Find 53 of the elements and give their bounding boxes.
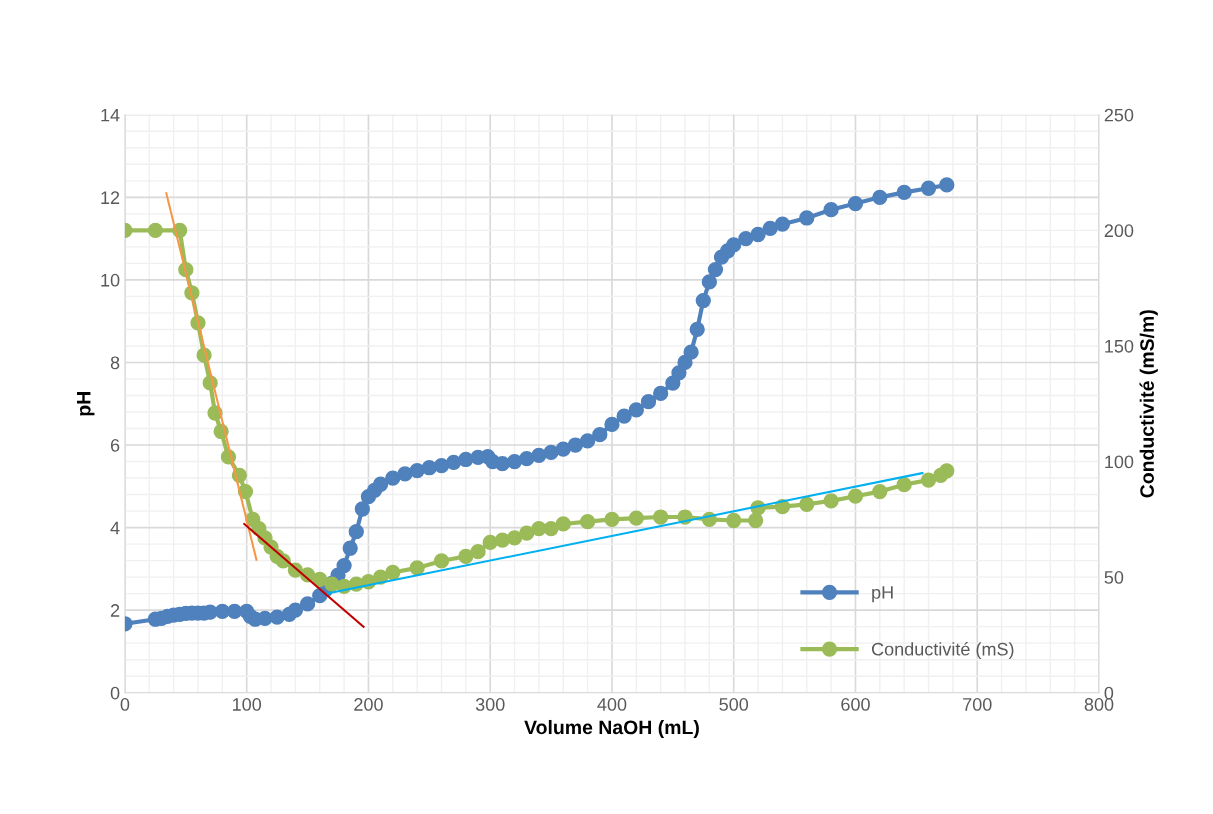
point (555, 516, 571, 532)
point (872, 483, 888, 500)
x-tick-label: 600 (841, 698, 870, 711)
point (604, 511, 620, 527)
point (506, 530, 523, 546)
x-tick-label: 300 (475, 698, 505, 711)
point (939, 463, 955, 479)
point (847, 488, 864, 504)
point (920, 472, 937, 488)
point (799, 496, 815, 512)
y2-tick-label: 100 (1105, 455, 1134, 469)
x-tick-label: 500 (719, 698, 749, 711)
y-axis-title: pH (77, 392, 95, 416)
legend-label: Conductivité (mS) (871, 642, 1014, 660)
x-tick-label: 400 (597, 698, 627, 711)
point (531, 520, 547, 537)
x-tick-label: 200 (354, 698, 383, 711)
point (433, 553, 450, 569)
point (579, 514, 596, 530)
point (653, 509, 669, 525)
point (747, 512, 764, 529)
y-tick-label: 14 (101, 108, 120, 122)
legend-label: pH (872, 586, 893, 603)
point (628, 510, 644, 526)
y2-tick-label: 150 (1105, 339, 1134, 353)
point (896, 477, 912, 493)
y-tick-label: 4 (110, 521, 120, 535)
x-tick-label: 0 (120, 698, 130, 711)
point (823, 493, 839, 509)
point (147, 222, 164, 239)
point (543, 520, 559, 537)
y2-tick-label: 250 (1104, 108, 1134, 122)
point (458, 548, 474, 564)
y-tick-label: 6 (110, 438, 120, 452)
y2-axis-title: Conductivité (mS/m) (1139, 310, 1158, 498)
point (726, 512, 742, 529)
y-tick-label: 12 (101, 191, 120, 204)
y-tick-label: 10 (101, 273, 120, 287)
y-tick-label: 8 (110, 356, 120, 370)
x-tick-label: 700 (963, 698, 992, 711)
y-tick-label: 0 (110, 686, 120, 700)
point (519, 525, 535, 541)
y-tick-label: 2 (110, 604, 120, 617)
point (409, 560, 425, 576)
y2-tick-label: 0 (1104, 686, 1114, 700)
point (470, 544, 486, 560)
y2-tick-label: 200 (1104, 224, 1134, 238)
point (482, 534, 498, 551)
x-axis-title: Volume NaOH (mL) (524, 719, 699, 739)
y2-tick-label: 50 (1104, 571, 1124, 584)
x-tick-label: 100 (233, 698, 262, 711)
x-tick-label: 800 (1084, 698, 1114, 711)
point (385, 564, 401, 581)
